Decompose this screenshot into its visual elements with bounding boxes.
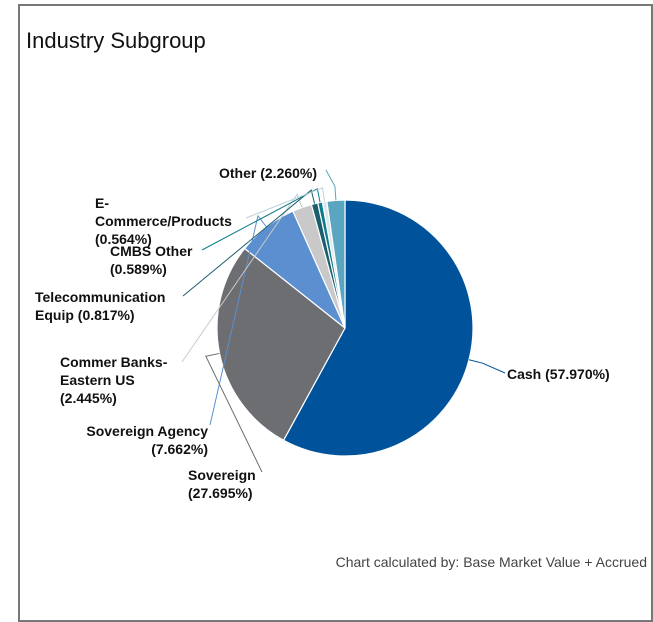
data-label: Other (2.260%)	[219, 164, 379, 182]
label-value: (0.564%)	[95, 231, 152, 247]
label-value: (0.817%)	[77, 307, 135, 323]
label-name: CMBS Other	[110, 243, 193, 259]
leader-line	[201, 187, 321, 251]
label-name: Sovereign Agency	[86, 423, 208, 439]
data-label: Commer Banks-Eastern US (2.445%)	[60, 353, 182, 407]
chart-title: Industry Subgroup	[26, 28, 206, 53]
label-value: (7.662%)	[151, 441, 208, 457]
pie-slice	[282, 199, 474, 457]
leader-line	[245, 187, 326, 219]
leader-line	[325, 169, 337, 201]
label-name: Other	[219, 165, 257, 181]
label-name: E-Commerce/Products	[95, 195, 232, 229]
label-name: Commer Banks-Eastern US	[60, 354, 168, 388]
label-name: Telecommunication Equip	[35, 289, 166, 323]
leader-line	[209, 214, 267, 426]
footnote: Chart calculated by: Base Market Value +…	[335, 554, 647, 570]
leader-line	[205, 352, 263, 473]
label-name: Sovereign	[188, 467, 256, 483]
data-label: E-Commerce/Products (0.564%)	[95, 194, 241, 248]
label-value: (2.260%)	[260, 165, 318, 181]
label-value: (27.695%)	[188, 485, 253, 501]
label-value: (57.970%)	[545, 366, 610, 382]
leader-line	[468, 359, 506, 374]
leader-line	[182, 189, 316, 297]
data-label: CMBS Other (0.589%)	[110, 242, 210, 278]
data-label: Telecommunication Equip (0.817%)	[35, 288, 195, 324]
label-value: (0.589%)	[110, 261, 167, 277]
data-label: Sovereign Agency (7.662%)	[80, 422, 208, 458]
label-value: (2.445%)	[60, 390, 117, 406]
data-label: Sovereign (27.695%)	[188, 466, 283, 502]
data-label: Cash (57.970%)	[507, 365, 653, 383]
leader-line	[181, 193, 303, 363]
label-name: Cash	[507, 366, 542, 382]
